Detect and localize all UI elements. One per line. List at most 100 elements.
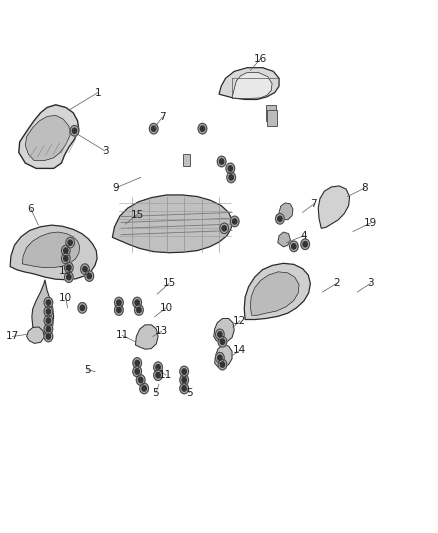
Circle shape [198, 123, 207, 134]
Bar [266, 105, 276, 120]
Circle shape [156, 373, 160, 378]
Circle shape [230, 216, 239, 227]
Circle shape [67, 265, 71, 270]
Text: 4: 4 [300, 231, 307, 241]
Circle shape [44, 331, 53, 342]
Circle shape [149, 123, 158, 134]
Circle shape [180, 375, 188, 385]
Circle shape [46, 309, 50, 314]
Text: 5: 5 [84, 365, 91, 375]
Circle shape [154, 370, 162, 381]
Circle shape [133, 297, 141, 308]
Polygon shape [22, 232, 80, 268]
Polygon shape [244, 263, 311, 319]
Circle shape [156, 365, 160, 370]
Text: 14: 14 [233, 345, 247, 356]
Text: 2: 2 [333, 278, 340, 288]
Circle shape [218, 336, 227, 347]
Circle shape [117, 300, 121, 305]
Polygon shape [251, 272, 299, 316]
Circle shape [46, 326, 50, 332]
Circle shape [68, 240, 72, 245]
Circle shape [44, 306, 53, 317]
Circle shape [217, 156, 226, 167]
Circle shape [182, 369, 186, 374]
Circle shape [85, 271, 94, 281]
Circle shape [220, 339, 225, 344]
Circle shape [182, 386, 186, 391]
Text: 15: 15 [162, 278, 176, 288]
Circle shape [44, 316, 53, 326]
Circle shape [142, 386, 146, 391]
Polygon shape [25, 115, 70, 160]
Polygon shape [214, 318, 234, 343]
Circle shape [64, 272, 73, 282]
Circle shape [292, 244, 296, 249]
Circle shape [229, 175, 233, 180]
Text: 15: 15 [59, 266, 72, 276]
Circle shape [226, 163, 235, 174]
Text: 7: 7 [159, 112, 166, 122]
Circle shape [64, 248, 68, 253]
Text: 8: 8 [361, 183, 368, 193]
Circle shape [115, 297, 123, 308]
Circle shape [46, 318, 50, 323]
Circle shape [117, 308, 121, 313]
Polygon shape [219, 68, 279, 100]
Circle shape [78, 303, 87, 313]
Text: 7: 7 [311, 199, 317, 209]
Text: 17: 17 [6, 332, 19, 342]
Circle shape [66, 237, 74, 248]
Circle shape [135, 369, 139, 374]
Polygon shape [27, 327, 44, 343]
Text: 3: 3 [367, 278, 374, 288]
Circle shape [61, 245, 70, 256]
Circle shape [70, 125, 79, 136]
Text: 5: 5 [152, 387, 159, 398]
Polygon shape [318, 186, 350, 228]
Circle shape [44, 297, 53, 308]
Circle shape [220, 223, 229, 233]
Circle shape [44, 324, 53, 334]
Circle shape [182, 377, 186, 383]
Text: 19: 19 [364, 218, 377, 228]
Circle shape [154, 362, 162, 373]
Circle shape [136, 375, 145, 385]
Text: 5: 5 [186, 387, 193, 398]
Circle shape [218, 355, 222, 360]
Circle shape [135, 300, 139, 305]
Circle shape [276, 214, 284, 224]
Text: 9: 9 [112, 183, 119, 193]
Circle shape [215, 329, 224, 340]
Circle shape [135, 360, 139, 366]
Circle shape [303, 241, 307, 247]
Polygon shape [113, 195, 232, 253]
Circle shape [134, 305, 143, 316]
Text: 10: 10 [59, 293, 72, 303]
Circle shape [222, 225, 226, 231]
Circle shape [46, 300, 50, 305]
Circle shape [219, 159, 224, 164]
Circle shape [61, 253, 70, 264]
Circle shape [64, 256, 68, 261]
Text: 15: 15 [131, 209, 144, 220]
Circle shape [64, 262, 73, 273]
Circle shape [233, 219, 237, 224]
Polygon shape [135, 325, 158, 349]
Circle shape [137, 308, 141, 313]
Circle shape [115, 305, 123, 316]
Circle shape [290, 241, 298, 252]
Bar [184, 154, 190, 166]
Circle shape [133, 358, 141, 368]
Text: 1: 1 [95, 87, 101, 98]
Circle shape [180, 366, 188, 377]
Circle shape [140, 383, 148, 394]
Bar [267, 110, 277, 126]
Circle shape [218, 332, 222, 337]
Circle shape [67, 274, 71, 280]
Circle shape [180, 383, 188, 394]
Circle shape [133, 366, 141, 377]
Circle shape [228, 166, 233, 171]
Polygon shape [215, 345, 232, 368]
Circle shape [46, 334, 50, 339]
